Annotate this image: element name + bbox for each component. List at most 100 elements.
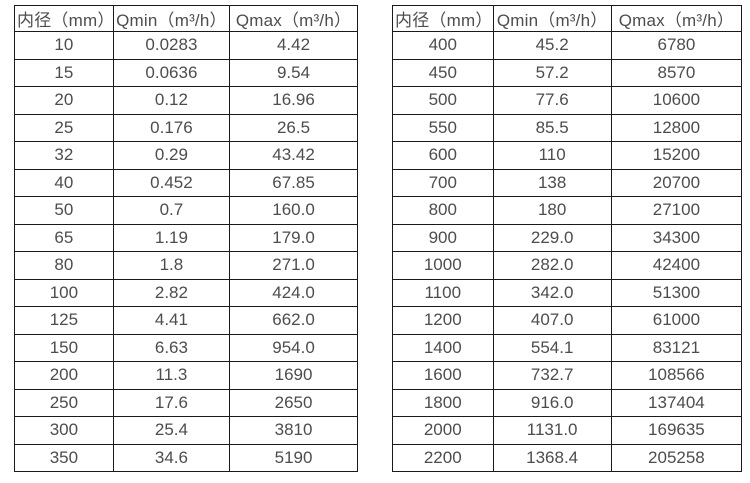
table-cell: 43.42 [229,141,358,170]
table-cell: 0.7 [112,196,231,225]
table-cell: 179.0 [229,223,358,252]
table-cell: 160.0 [229,196,358,225]
table-cell: 250 [14,388,114,417]
table-cell: 1200 [392,306,494,335]
header-row: 内径（mm） Qmin（m³/h） Qmax（m³/h） [392,5,743,32]
table-cell: 2.82 [112,278,231,307]
table-row: 1200 407.0 61000 [392,306,743,335]
table-cell: 180 [492,196,612,225]
table-row: 65 1.19 179.0 [14,223,358,252]
table-row: 900 229.0 34300 [392,223,743,252]
table-cell: 15 [14,58,114,87]
table-cell: 1800 [392,388,494,417]
table-cell: 51300 [610,278,743,307]
table-cell: 10600 [610,86,743,115]
table-cell: 6780 [610,31,743,60]
table-cell: 229.0 [492,223,612,252]
table-cell: 20 [14,86,114,115]
table-cell: 1131.0 [492,416,612,445]
table-cell: 34.6 [112,443,231,472]
table-cell: 65 [14,223,114,252]
table-row: 100 2.82 424.0 [14,278,358,307]
table-row: 700 138 20700 [392,168,743,197]
table-cell: 80 [14,251,114,280]
table-cell: 85.5 [492,113,612,142]
table-cell: 4.41 [112,306,231,335]
table-row: 40 0.452 67.85 [14,168,358,197]
table-row: 2200 1368.4 205258 [392,443,743,472]
table-cell: 0.176 [112,113,231,142]
table-cell: 500 [392,86,494,115]
table-row: 1100 342.0 51300 [392,278,743,307]
table-cell: 57.2 [492,58,612,87]
table-cell: 8570 [610,58,743,87]
table-cell: 34300 [610,223,743,252]
table-cell: 6.63 [112,333,231,362]
table-cell: 554.1 [492,333,612,362]
table-cell: 138 [492,168,612,197]
table-cell: 3810 [229,416,358,445]
table-cell: 1000 [392,251,494,280]
table-row: 300 25.4 3810 [14,416,358,445]
column-header: Qmax（m³/h） [610,5,743,32]
table-cell: 732.7 [492,361,612,390]
table-cell: 1600 [392,361,494,390]
table-cell: 0.12 [112,86,231,115]
table-row: 10 0.0283 4.42 [14,31,358,60]
table-cell: 16.96 [229,86,358,115]
table-cell: 0.29 [112,141,231,170]
table-cell: 300 [14,416,114,445]
table-cell: 400 [392,31,494,60]
column-header: Qmin（m³/h） [112,5,231,32]
table-cell: 1100 [392,278,494,307]
table-cell: 100 [14,278,114,307]
table-cell: 1400 [392,333,494,362]
table-cell: 50 [14,196,114,225]
flow-spec-table-large-diameters: 内径（mm） Qmin（m³/h） Qmax（m³/h） 400 45.2 6780 450… [392,5,743,472]
flow-spec-table-small-diameters: 内径（mm） Qmin（m³/h） Qmax（m³/h） 10 0.0283 4.42 15… [14,5,358,472]
table-cell: 108566 [610,361,743,390]
table-row: 1800 916.0 137404 [392,388,743,417]
table-cell: 662.0 [229,306,358,335]
table-cell: 125 [14,306,114,335]
table-cell: 5190 [229,443,358,472]
table-cell: 26.5 [229,113,358,142]
table-cell: 271.0 [229,251,358,280]
table-cell: 15200 [610,141,743,170]
table-cell: 800 [392,196,494,225]
table-cell: 282.0 [492,251,612,280]
header-row: 内径（mm） Qmin（m³/h） Qmax（m³/h） [14,5,358,32]
table-cell: 67.85 [229,168,358,197]
table-row: 500 77.6 10600 [392,86,743,115]
table-cell: 169635 [610,416,743,445]
table-row: 250 17.6 2650 [14,388,358,417]
table-row: 150 6.63 954.0 [14,333,358,362]
table-row: 350 34.6 5190 [14,443,358,472]
table-cell: 42400 [610,251,743,280]
table-cell: 205258 [610,443,743,472]
table-cell: 110 [492,141,612,170]
table-row: 200 11.3 1690 [14,361,358,390]
table-cell: 0.452 [112,168,231,197]
table-cell: 916.0 [492,388,612,417]
table-row: 1400 554.1 83121 [392,333,743,362]
table-cell: 25 [14,113,114,142]
table-cell: 1.8 [112,251,231,280]
table-row: 20 0.12 16.96 [14,86,358,115]
table-cell: 11.3 [112,361,231,390]
table-cell: 407.0 [492,306,612,335]
table-cell: 2650 [229,388,358,417]
table-cell: 424.0 [229,278,358,307]
table-cell: 0.0283 [112,31,231,60]
table-row: 32 0.29 43.42 [14,141,358,170]
table-row: 550 85.5 12800 [392,113,743,142]
table-cell: 40 [14,168,114,197]
table-cell: 2200 [392,443,494,472]
table-cell: 450 [392,58,494,87]
table-cell: 1.19 [112,223,231,252]
table-cell: 600 [392,141,494,170]
table-cell: 12800 [610,113,743,142]
table-row: 400 45.2 6780 [392,31,743,60]
table-cell: 900 [392,223,494,252]
table-row: 600 110 15200 [392,141,743,170]
